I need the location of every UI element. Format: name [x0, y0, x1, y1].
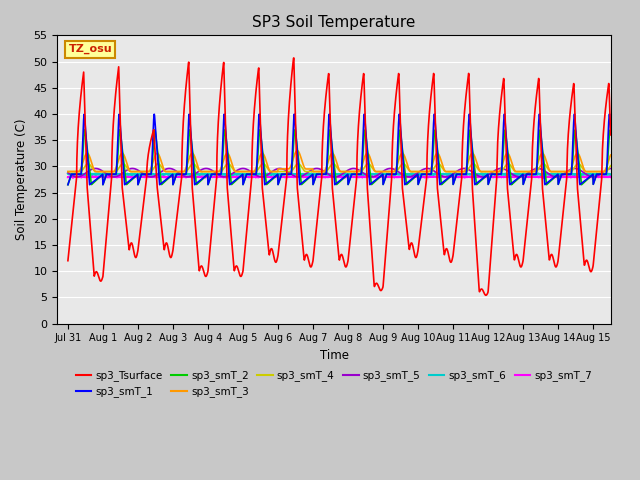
sp3_smT_1: [328, 143, 335, 148]
sp3_smT_1: [492, 171, 499, 177]
sp3_smT_3: [591, 168, 599, 174]
Title: SP3 Soil Temperature: SP3 Soil Temperature: [252, 15, 416, 30]
sp3_smT_4: [328, 161, 336, 167]
sp3_smT_2: [591, 176, 599, 181]
Legend: sp3_Tsurface, sp3_smT_1, sp3_smT_2, sp3_smT_3, sp3_smT_4, sp3_smT_5, sp3_smT_6, : sp3_Tsurface, sp3_smT_1, sp3_smT_2, sp3_…: [72, 366, 596, 402]
sp3_smT_6: [607, 172, 614, 178]
sp3_smT_2: [92, 178, 99, 184]
sp3_smT_4: [591, 168, 598, 174]
Line: sp3_Tsurface: sp3_Tsurface: [68, 58, 611, 295]
sp3_smT_6: [328, 171, 336, 177]
sp3_smT_5: [607, 166, 614, 171]
Line: sp3_smT_5: sp3_smT_5: [68, 168, 611, 177]
sp3_smT_6: [64, 171, 72, 177]
sp3_smT_2: [291, 127, 299, 132]
sp3_smT_4: [591, 168, 599, 174]
sp3_smT_2: [328, 144, 336, 149]
Y-axis label: Soil Temperature (C): Soil Temperature (C): [15, 119, 28, 240]
sp3_Tsurface: [328, 178, 336, 184]
sp3_smT_3: [591, 168, 598, 174]
sp3_smT_2: [492, 171, 499, 177]
sp3_smT_7: [92, 174, 99, 180]
sp3_smT_4: [64, 168, 72, 174]
sp3_smT_1: [605, 111, 613, 117]
sp3_smT_7: [328, 174, 335, 180]
sp3_Tsurface: [314, 213, 321, 219]
sp3_smT_2: [607, 130, 614, 136]
sp3_smT_5: [492, 167, 499, 173]
sp3_smT_6: [92, 172, 99, 178]
sp3_smT_4: [259, 161, 267, 167]
X-axis label: Time: Time: [319, 349, 349, 362]
sp3_smT_7: [367, 173, 375, 179]
sp3_smT_2: [64, 182, 72, 188]
sp3_smT_6: [591, 171, 599, 177]
sp3_smT_3: [92, 168, 99, 174]
Line: sp3_smT_4: sp3_smT_4: [68, 164, 611, 171]
sp3_smT_6: [492, 171, 500, 177]
sp3_smT_5: [591, 174, 599, 180]
sp3_smT_5: [314, 166, 321, 171]
sp3_smT_5: [516, 174, 524, 180]
sp3_smT_3: [492, 168, 499, 174]
sp3_smT_4: [92, 168, 99, 174]
sp3_smT_7: [591, 174, 599, 180]
Line: sp3_smT_2: sp3_smT_2: [68, 130, 611, 185]
sp3_smT_1: [314, 171, 321, 177]
Line: sp3_smT_1: sp3_smT_1: [68, 114, 611, 185]
sp3_smT_5: [591, 174, 599, 180]
sp3_smT_1: [591, 177, 598, 182]
Text: TZ_osu: TZ_osu: [68, 44, 112, 54]
sp3_smT_6: [314, 172, 321, 178]
sp3_smT_7: [314, 174, 321, 180]
Line: sp3_smT_7: sp3_smT_7: [68, 176, 611, 178]
sp3_smT_2: [314, 171, 321, 177]
sp3_smT_1: [64, 182, 72, 188]
sp3_smT_3: [314, 168, 321, 174]
Line: sp3_smT_3: sp3_smT_3: [68, 151, 611, 171]
sp3_smT_2: [591, 177, 598, 182]
sp3_smT_4: [607, 163, 614, 168]
sp3_smT_3: [328, 150, 336, 156]
sp3_smT_7: [591, 174, 599, 180]
sp3_Tsurface: [492, 188, 500, 193]
sp3_smT_4: [314, 168, 321, 174]
sp3_smT_4: [492, 168, 499, 174]
sp3_smT_5: [202, 166, 210, 171]
sp3_Tsurface: [64, 258, 72, 264]
sp3_Tsurface: [591, 240, 599, 245]
sp3_smT_6: [350, 170, 358, 176]
sp3_smT_5: [328, 173, 336, 179]
sp3_smT_1: [591, 178, 598, 183]
Line: sp3_smT_6: sp3_smT_6: [68, 173, 611, 175]
sp3_smT_7: [492, 174, 499, 180]
sp3_smT_7: [64, 174, 72, 180]
sp3_smT_5: [64, 170, 72, 176]
sp3_smT_6: [591, 171, 599, 177]
sp3_Tsurface: [482, 292, 490, 298]
sp3_Tsurface: [607, 132, 614, 138]
sp3_smT_3: [294, 148, 301, 154]
sp3_smT_1: [607, 125, 614, 131]
sp3_smT_1: [92, 177, 99, 183]
sp3_Tsurface: [92, 269, 99, 275]
sp3_smT_3: [607, 152, 614, 158]
sp3_smT_6: [224, 172, 232, 178]
sp3_smT_5: [92, 166, 99, 171]
sp3_smT_3: [64, 168, 72, 174]
sp3_smT_7: [607, 174, 614, 180]
sp3_smT_7: [540, 175, 547, 180]
sp3_Tsurface: [290, 55, 298, 61]
sp3_Tsurface: [591, 242, 599, 248]
